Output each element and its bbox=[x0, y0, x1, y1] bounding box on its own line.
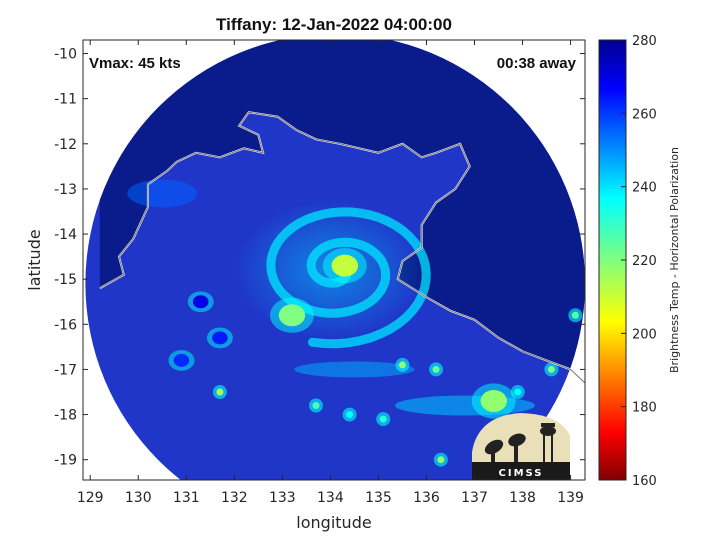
y-tick-label: -19 bbox=[54, 453, 77, 469]
y-tick-label: -11 bbox=[54, 92, 77, 108]
water-tower-icon bbox=[540, 423, 556, 462]
x-tick-label: 138 bbox=[509, 490, 536, 506]
convective-cell-core bbox=[571, 311, 579, 319]
convective-feature bbox=[212, 331, 228, 345]
x-axis-label: longitude bbox=[296, 513, 371, 532]
axes-frame bbox=[82, 39, 586, 481]
y-axis-ticks: -10 -11 -12 -13 -14 -15 -16 -17 -18 -19 bbox=[54, 47, 585, 469]
y-tick-label: -16 bbox=[54, 317, 77, 333]
convective-feature bbox=[192, 295, 209, 309]
convective-cell-core bbox=[432, 365, 440, 373]
rain-band bbox=[294, 361, 415, 378]
colorbar-ticks: 280 260 240 220 200 180 160 bbox=[621, 34, 657, 489]
colorbar-tick-label: 200 bbox=[632, 327, 657, 342]
colorbar-tick-label: 260 bbox=[632, 107, 657, 122]
colorbar-label: Brightness Temp - Horizontal Polarizatio… bbox=[668, 147, 681, 373]
convective-cell-core bbox=[312, 402, 320, 410]
plot-title: Tiffany: 12-Jan-2022 04:00:00 bbox=[216, 15, 452, 34]
y-tick-label: -18 bbox=[54, 408, 77, 424]
map-area bbox=[83, 40, 585, 480]
colorbar-tick-label: 160 bbox=[632, 474, 657, 489]
convective-cell-core bbox=[379, 415, 387, 423]
x-tick-label: 133 bbox=[269, 490, 296, 506]
land-region bbox=[99, 40, 585, 383]
x-tick-label: 129 bbox=[77, 490, 104, 506]
x-tick-label: 134 bbox=[317, 490, 344, 506]
swath-disc bbox=[85, 40, 585, 480]
convective-cell-core bbox=[398, 361, 406, 369]
y-axis-label: latitude bbox=[25, 229, 44, 290]
x-tick-label: 130 bbox=[125, 490, 152, 506]
convective-cell-core bbox=[547, 365, 555, 373]
logo-label: CIMSS bbox=[499, 468, 544, 479]
convective-feature bbox=[480, 390, 507, 413]
x-tick-label: 135 bbox=[365, 490, 392, 506]
y-tick-label: -12 bbox=[54, 137, 77, 153]
colorbar: 280 260 240 220 200 180 160 Brightness Temp - … bbox=[598, 34, 681, 489]
x-tick-label: 131 bbox=[173, 490, 200, 506]
rain-band bbox=[127, 179, 198, 208]
y-tick-label: -13 bbox=[54, 182, 77, 198]
colorbar-tick-label: 240 bbox=[632, 181, 657, 196]
coastline-outside-swath bbox=[99, 111, 585, 384]
x-axis-ticks: 129 130 131 132 133 134 135 136 137 138 139 bbox=[77, 40, 584, 506]
convective-feature bbox=[331, 254, 359, 277]
convective-cell-core bbox=[346, 411, 354, 419]
convective-feature bbox=[173, 353, 190, 367]
cimss-logo: CIMSS bbox=[472, 413, 570, 480]
x-tick-label: 137 bbox=[461, 490, 488, 506]
colorbar-tick-label: 280 bbox=[632, 34, 657, 49]
colorbar-tick-label: 180 bbox=[632, 401, 657, 416]
time-away-label: 00:38 away bbox=[497, 55, 577, 72]
convective-cell-core bbox=[216, 388, 224, 396]
convective-cell-core bbox=[437, 456, 445, 464]
x-tick-label: 132 bbox=[221, 490, 248, 506]
convective-cell-core bbox=[514, 388, 522, 396]
logo-band bbox=[472, 462, 570, 480]
x-tick-label: 139 bbox=[557, 490, 584, 506]
y-tick-label: -15 bbox=[54, 272, 77, 288]
colorbar-tick-label: 220 bbox=[632, 254, 657, 269]
x-tick-label: 136 bbox=[413, 490, 440, 506]
vmax-label: Vmax: 45 kts bbox=[89, 55, 181, 72]
convective-feature bbox=[278, 304, 306, 327]
radar-dish-icon bbox=[484, 433, 526, 462]
y-tick-label: -10 bbox=[54, 47, 77, 63]
y-tick-label: -14 bbox=[54, 227, 77, 243]
storm-features bbox=[127, 179, 583, 467]
y-tick-label: -17 bbox=[54, 362, 77, 378]
spiral-band bbox=[266, 207, 431, 349]
